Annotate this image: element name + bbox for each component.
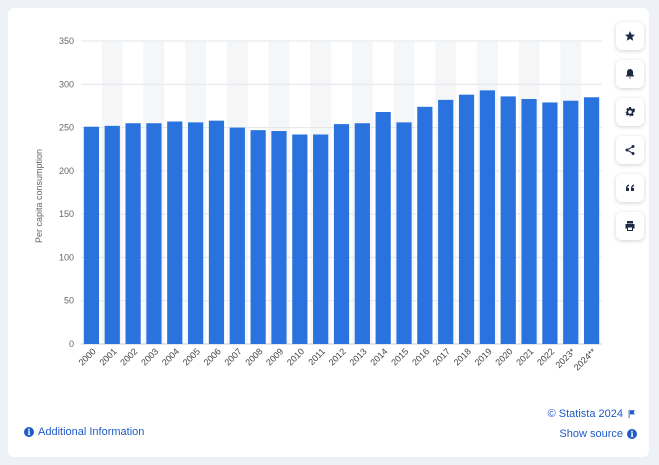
y-axis-label: Per capita consumption [34,149,44,243]
y-tick-label: 350 [59,36,74,46]
print-button[interactable] [616,212,644,240]
show-source-link[interactable]: Show source i [559,428,637,440]
bar-2001[interactable] [104,125,120,344]
x-tick-label: 2013 [348,346,369,367]
share-icon [625,145,635,155]
x-tick-label: 2016 [410,346,431,367]
x-tick-label: 2017 [431,346,452,367]
x-tick-label: 2024** [572,346,599,373]
settings-button[interactable] [616,98,644,126]
info-icon: i [627,429,637,439]
x-tick-label: 2008 [243,346,264,367]
bar-2010[interactable] [292,134,308,344]
cite-button[interactable] [616,174,644,202]
x-tick-label: 2021 [514,346,535,367]
x-tick-label: 2003 [139,346,160,367]
flag-icon [628,409,635,419]
y-tick-label: 0 [69,339,74,349]
print-icon [625,221,635,231]
x-tick-label: 2012 [327,346,348,367]
x-tick-label: 2010 [285,346,306,367]
y-tick-label: 250 [59,123,74,133]
bar-2023*[interactable] [563,100,579,344]
x-tick-label: 2019 [473,346,494,367]
bar-2022[interactable] [542,102,558,344]
additional-information-label: Additional Information [38,426,145,438]
bar-2009[interactable] [271,131,287,344]
x-tick-label: 2005 [181,346,202,367]
copyright-label: © Statista 2024 [547,408,623,420]
x-tick-label: 2007 [222,346,243,367]
bell-icon [626,69,634,79]
bar-2013[interactable] [354,123,370,344]
bar-2002[interactable] [125,123,141,344]
bars [83,90,600,345]
bar-2007[interactable] [229,127,245,344]
share-button[interactable] [616,136,644,164]
x-tick-label: 2014 [368,346,389,367]
notification-button[interactable] [616,60,644,88]
x-tick-label: 2020 [493,346,514,367]
statista-copyright[interactable]: © Statista 2024 [548,408,637,420]
info-icon: i [24,427,34,437]
x-tick-label: 2006 [202,346,223,367]
x-tick-labels: 2000 2001 2002 2003 2004 2005 2006 2007 2008 2009… [77,346,599,373]
bar-2016[interactable] [417,106,433,345]
bar-2012[interactable] [333,124,350,344]
bar-2011[interactable] [313,134,329,344]
bar-2021[interactable] [521,99,537,344]
favorite-button[interactable] [616,22,644,50]
bar-2020[interactable] [500,96,516,344]
x-tick-label: 2015 [389,346,410,367]
y-tick-label: 100 [59,252,74,262]
bar-2014[interactable] [375,111,391,344]
y-tick-label: 300 [59,79,74,89]
bar-2015[interactable] [396,122,412,345]
bar-2005[interactable] [188,122,204,345]
bar-2018[interactable] [458,94,475,344]
x-tick-label: 2011 [306,346,327,367]
quote-icon [626,184,634,191]
x-tick-label: 2009 [264,346,285,367]
bar-2017[interactable] [438,99,454,345]
chart-card: 0 50 100 150 200 250 300 350 2000 2001 2002 2003 20… [8,8,649,457]
bar-2019[interactable] [479,90,495,345]
y-tick-labels: 0 50 100 150 200 250 300 350 [59,36,74,349]
bar-2024**[interactable] [583,97,600,345]
x-tick-label: 2000 [77,346,98,367]
bar-2000[interactable] [83,126,100,344]
additional-information-link[interactable]: i Additional Information [24,426,144,438]
x-tick-label: 2004 [160,346,181,367]
gear-icon [625,107,636,117]
x-tick-label: 2001 [97,346,118,367]
bar-2008[interactable] [250,130,266,344]
y-tick-label: 50 [64,296,74,306]
bar-2006[interactable] [208,120,225,344]
bar-2003[interactable] [146,123,162,344]
x-tick-label: 2022 [535,346,556,367]
star-icon [625,31,635,41]
show-source-label: Show source [559,428,623,440]
y-tick-label: 200 [59,166,74,176]
y-tick-label: 150 [59,209,74,219]
x-tick-label: 2018 [452,346,473,367]
bar-2004[interactable] [167,121,183,344]
x-tick-label: 2002 [118,346,139,367]
